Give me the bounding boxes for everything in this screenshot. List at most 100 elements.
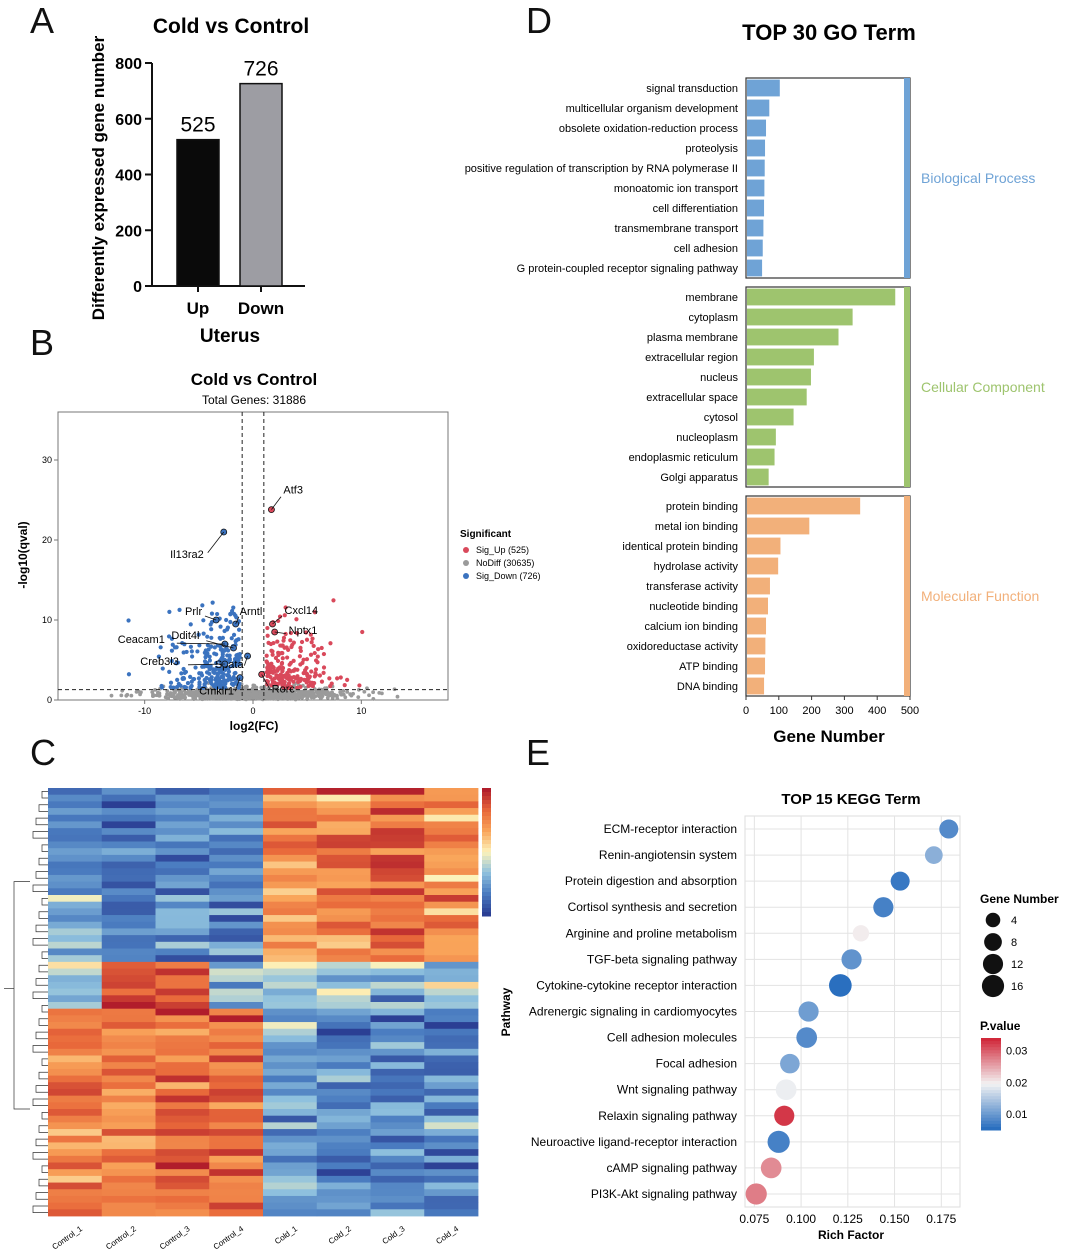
panel-c-heatmap-cell: [263, 828, 318, 836]
panel-d-term-label: membrane: [685, 292, 738, 304]
panel-e-size-legend-label: 4: [1011, 915, 1017, 927]
panel-b-point-nodiff: [206, 689, 211, 694]
panel-c-heatmap-cell: [155, 915, 210, 923]
panel-d-term-label: proteolysis: [685, 143, 738, 155]
panel-b-point-nodiff: [293, 696, 298, 701]
panel-b-point-up: [298, 645, 303, 650]
panel-c-heatmap-cell: [155, 1002, 210, 1010]
panel-b-point-up: [276, 652, 281, 658]
panel-b-point-up: [288, 660, 293, 666]
panel-c-heatmap-cell: [209, 1109, 264, 1117]
panel-d-term-label: protein binding: [666, 501, 738, 513]
panel-d-bar: [747, 139, 766, 157]
panel-c-heatmap-cell: [209, 1142, 264, 1150]
panel-c-heatmap-cell: [209, 1202, 264, 1210]
panel-c-colorbar-segment: [482, 840, 491, 845]
panel-b-point-nodiff: [371, 697, 376, 701]
panel-b-ytick-label: 30: [42, 455, 52, 465]
panel-c-heatmap-cell: [370, 1022, 425, 1030]
panel-c-heatmap-cell: [155, 881, 210, 889]
panel-b-xtick-label: 0: [250, 706, 255, 716]
panel-c-heatmap-cell: [424, 1095, 479, 1103]
panel-c-heatmap-cell: [155, 841, 210, 849]
panel-b-point-nodiff: [241, 692, 246, 697]
panel-d-term-label: multicellular organism development: [566, 103, 738, 115]
panel-b-legend-title: Significant: [460, 529, 512, 540]
panel-c-colorbar-segment: [482, 880, 491, 885]
panel-c-heatmap-cell: [316, 1202, 371, 1210]
panel-b-point-nodiff: [343, 695, 348, 700]
panel-b-point-down: [197, 643, 202, 648]
panel-d-term-label: cell differentiation: [653, 203, 738, 215]
panel-c-heatmap-cell: [155, 1075, 210, 1083]
panel-b-point-up: [304, 680, 309, 685]
panel-d-term-label: hydrolase activity: [654, 561, 739, 573]
panel-c-heatmap-cell: [155, 848, 210, 856]
panel-b-point-nodiff: [325, 695, 330, 700]
panel-c-heatmap-cell: [48, 908, 103, 916]
panel-c-heatmap-cell: [209, 1209, 264, 1217]
panel-c-heatmap-cell: [101, 1015, 156, 1023]
panel-e-xtick-label: 0.175: [926, 1212, 956, 1226]
panel-c-heatmap-cell: [370, 1162, 425, 1170]
panel-c-heatmap-cell: [155, 1142, 210, 1150]
panel-c-heatmap-cell: [370, 1155, 425, 1163]
panel-c-heatmap-cell: [263, 1002, 318, 1010]
panel-c-heatmap-cell: [370, 1055, 425, 1063]
panel-b-frame: [57, 411, 449, 701]
panel-e-bubble: [798, 1001, 819, 1022]
panel-c-heatmap-cell: [101, 1022, 156, 1030]
panel-b-point-up: [308, 632, 313, 637]
panel-c-heatmap-cell: [263, 901, 318, 909]
panel-b-point-nodiff: [267, 689, 272, 694]
panel-d-term-label: cytosol: [704, 412, 738, 424]
panel-b-point-down: [156, 654, 162, 659]
panel-c-heatmap-cell: [316, 861, 371, 869]
panel-d-term-label: transferase activity: [646, 581, 738, 593]
panel-c-heatmap-cell: [263, 1115, 318, 1123]
panel-b-point-up: [288, 638, 293, 643]
panel-c-heatmap-cell: [316, 1115, 371, 1123]
panel-c-heatmap-cell: [263, 1169, 318, 1177]
panel-c-heatmap-cell: [155, 1162, 210, 1170]
panel-c-heatmap-cell: [48, 808, 103, 816]
panel-c-heatmap-cell: [101, 1075, 156, 1083]
panel-c-heatmap-cell: [370, 915, 425, 923]
panel-c-colorbar-segment: [482, 912, 491, 917]
panel-c-heatmap-cell: [101, 961, 156, 969]
panel-b-point-down: [167, 669, 172, 675]
panel-letter-b: B: [30, 322, 55, 363]
panel-b-point-down: [180, 676, 185, 681]
panel-b-point-up: [300, 660, 305, 665]
panel-c-colorbar-segment: [482, 896, 491, 901]
panel-c-heatmap-cell: [155, 808, 210, 816]
panel-b-point-down: [189, 683, 194, 689]
panel-d-term-label: G protein-coupled receptor signaling pat…: [517, 263, 739, 275]
panel-c-heatmap-cell: [155, 834, 210, 842]
panel-c-heatmap-cell: [370, 854, 425, 862]
panel-c-heatmap-cell: [48, 1075, 103, 1083]
panel-c-heatmap-cell: [101, 1102, 156, 1110]
panel-c-heatmap-cell: [424, 1068, 479, 1076]
panel-b-point-down: [197, 685, 202, 690]
panel-d-bar: [747, 497, 861, 515]
panel-c-dendrogram-branch: [38, 911, 48, 919]
panel-c-heatmap-cell: [209, 1095, 264, 1103]
panel-d-bar: [747, 657, 766, 675]
panel-c-colorbar-segment: [482, 788, 491, 793]
panel-b-point-nodiff: [172, 695, 177, 700]
panel-d-bar: [747, 388, 807, 406]
panel-b-point-up: [309, 640, 314, 645]
panel-c-heatmap-cell: [316, 794, 371, 802]
panel-b-point-down: [196, 676, 202, 681]
panel-b-point-up: [309, 669, 314, 674]
panel-c-heatmap-cell: [316, 808, 371, 816]
panel-b-point-nodiff: [155, 693, 159, 698]
panel-c-heatmap-cell: [424, 828, 479, 836]
panel-c-heatmap-cell: [101, 935, 156, 943]
panel-c-colorbar-segment: [482, 800, 491, 805]
panel-b-point-down: [232, 611, 237, 617]
panel-c-heatmap-cell: [209, 908, 264, 916]
panel-a-ytick-label: 200: [115, 223, 142, 240]
panel-c-heatmap-cell: [316, 1082, 371, 1090]
